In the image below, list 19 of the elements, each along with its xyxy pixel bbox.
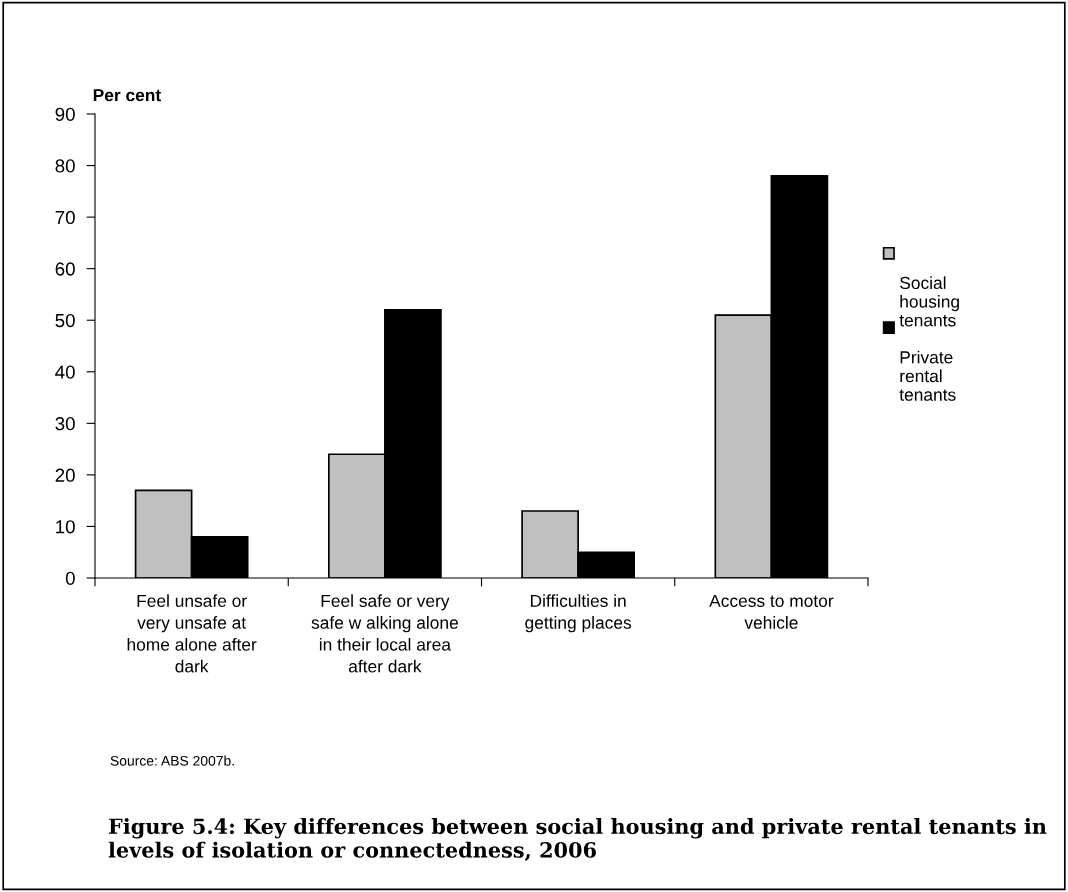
legend-label: Social housing tenants — [899, 276, 959, 327]
y-tick-label: 30 — [55, 417, 75, 431]
y-tick-label: 40 — [55, 365, 75, 379]
y-tick-label: 20 — [55, 468, 75, 482]
source-note: Source: ABS 2007b. — [110, 755, 234, 766]
y-tick-label: 50 — [55, 313, 75, 328]
text: Figure 5.4: Key differences between social housing and private rental tenants in levels of isolation or connectedness, 2006 — [108, 818, 1047, 861]
y-tick-label: 60 — [55, 262, 75, 276]
x-tick-label: Access to motor vehicle — [709, 594, 834, 629]
y-tick-label: 70 — [55, 210, 75, 225]
y-tick-label: 0 — [65, 571, 75, 585]
y-axis-title: Per cent — [93, 89, 161, 102]
x-tick-label: Feel safe or very safe w alking alone in their local area after dark — [311, 594, 458, 673]
y-tick-label: 90 — [55, 107, 75, 121]
y-tick-label: 10 — [56, 520, 75, 534]
x-tick-label: Feel unsafe or very unsafe at home alone after dark — [127, 594, 257, 673]
legend-label: Private rental tenants — [899, 350, 956, 401]
y-tick-label: 80 — [55, 159, 75, 173]
x-tick-label: Difficulties in getting places — [525, 594, 632, 633]
